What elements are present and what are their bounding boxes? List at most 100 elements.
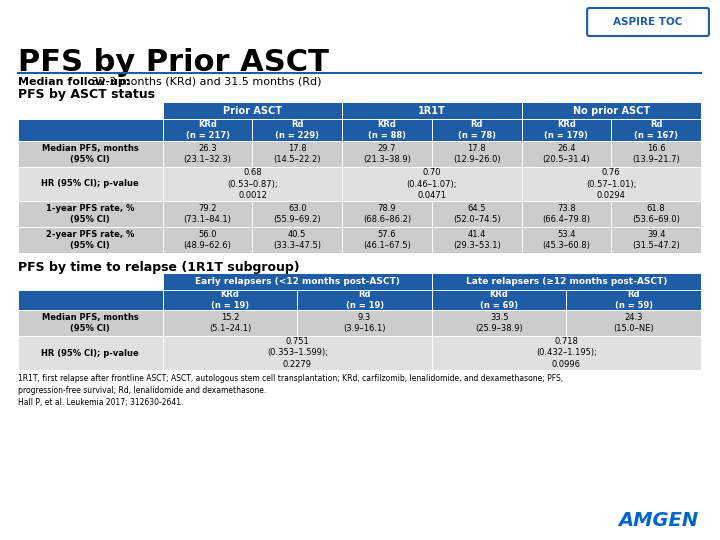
Text: 40.5
(33.3–47.5): 40.5 (33.3–47.5) <box>274 230 321 250</box>
Bar <box>342 141 432 167</box>
Text: 17.8
(12.9–26.0): 17.8 (12.9–26.0) <box>453 144 500 164</box>
Text: Prior ASCT: Prior ASCT <box>223 105 282 116</box>
Text: AMGEN: AMGEN <box>618 511 699 530</box>
Text: 2-year PFS rate, %
(95% CI): 2-year PFS rate, % (95% CI) <box>46 230 135 250</box>
Bar <box>521 201 611 227</box>
Text: 53.4
(45.3–60.8): 53.4 (45.3–60.8) <box>542 230 590 250</box>
Text: 26.4
(20.5–31.4): 26.4 (20.5–31.4) <box>543 144 590 164</box>
Text: ASPIRE TOC: ASPIRE TOC <box>613 17 683 27</box>
Text: 61.8
(53.6–69.0): 61.8 (53.6–69.0) <box>632 204 680 224</box>
Bar <box>567 290 701 310</box>
Text: HR (95% CI); p-value: HR (95% CI); p-value <box>42 348 139 357</box>
Bar <box>521 167 701 201</box>
Bar <box>163 227 253 253</box>
Text: 24.3
(15.0–NE): 24.3 (15.0–NE) <box>613 313 654 333</box>
Text: 1R1T: 1R1T <box>418 105 446 116</box>
Text: 1-year PFS rate, %
(95% CI): 1-year PFS rate, % (95% CI) <box>46 204 135 224</box>
Bar <box>297 290 432 310</box>
Text: Median PFS, months
(95% CI): Median PFS, months (95% CI) <box>42 313 139 333</box>
Bar <box>163 310 297 336</box>
Text: 64.5
(52.0–74.5): 64.5 (52.0–74.5) <box>453 204 500 224</box>
Bar <box>611 227 701 253</box>
Bar <box>611 201 701 227</box>
Bar <box>297 310 432 336</box>
Text: 0.68
(0.53–0.87);
0.0012: 0.68 (0.53–0.87); 0.0012 <box>227 168 278 200</box>
Bar <box>567 310 701 336</box>
Text: Rd
(n = 229): Rd (n = 229) <box>275 120 319 140</box>
Bar <box>253 227 342 253</box>
Bar <box>432 119 521 141</box>
Text: 0.751
(0.353–1.599);
0.2279: 0.751 (0.353–1.599); 0.2279 <box>267 338 328 369</box>
Text: 63.0
(55.9–69.2): 63.0 (55.9–69.2) <box>274 204 321 224</box>
Text: Median follow-up:: Median follow-up: <box>18 77 130 87</box>
Bar <box>521 227 611 253</box>
Bar <box>432 141 521 167</box>
Text: 29.7
(21.3–38.9): 29.7 (21.3–38.9) <box>363 144 411 164</box>
Bar <box>432 336 701 370</box>
Bar <box>521 119 611 141</box>
Bar <box>163 167 342 201</box>
Text: 0.718
(0.432–1.195);
0.0996: 0.718 (0.432–1.195); 0.0996 <box>536 338 597 369</box>
Text: 16.6
(13.9–21.7): 16.6 (13.9–21.7) <box>632 144 680 164</box>
Bar <box>163 201 253 227</box>
Text: 1R1T, first relapse after frontline ASCT; ASCT, autologous stem cell transplanta: 1R1T, first relapse after frontline ASCT… <box>18 374 563 407</box>
Text: 41.4
(29.3–53.1): 41.4 (29.3–53.1) <box>453 230 500 250</box>
Text: Rd
(n = 59): Rd (n = 59) <box>615 290 653 310</box>
Text: 56.0
(48.9–62.6): 56.0 (48.9–62.6) <box>184 230 232 250</box>
Text: 26.3
(23.1–32.3): 26.3 (23.1–32.3) <box>184 144 232 164</box>
Bar <box>163 102 342 119</box>
Bar <box>163 290 297 310</box>
Bar <box>163 141 253 167</box>
Text: PFS by Prior ASCT: PFS by Prior ASCT <box>18 48 329 77</box>
Bar <box>163 336 432 370</box>
Bar <box>342 227 432 253</box>
Bar <box>432 227 521 253</box>
Bar <box>611 119 701 141</box>
Bar <box>18 167 163 201</box>
Text: No prior ASCT: No prior ASCT <box>572 105 650 116</box>
Text: Rd
(n = 167): Rd (n = 167) <box>634 120 678 140</box>
Text: PFS by time to relapse (1R1T subgroup): PFS by time to relapse (1R1T subgroup) <box>18 261 300 274</box>
FancyBboxPatch shape <box>587 8 709 36</box>
Bar <box>18 310 163 336</box>
Bar <box>253 141 342 167</box>
Text: Late relapsers (≥12 months post-ASCT): Late relapsers (≥12 months post-ASCT) <box>466 277 667 286</box>
Text: KRd
(n = 179): KRd (n = 179) <box>544 120 588 140</box>
Bar <box>521 102 701 119</box>
Bar <box>432 310 567 336</box>
Bar <box>163 119 253 141</box>
Bar <box>18 336 163 370</box>
Bar <box>163 273 432 290</box>
Bar <box>611 141 701 167</box>
Text: 17.8
(14.5–22.2): 17.8 (14.5–22.2) <box>274 144 321 164</box>
Bar <box>432 290 567 310</box>
Text: Rd
(n = 19): Rd (n = 19) <box>346 290 384 310</box>
Text: KRd
(n = 217): KRd (n = 217) <box>186 120 230 140</box>
Bar <box>18 141 163 167</box>
Text: Rd
(n = 78): Rd (n = 78) <box>458 120 495 140</box>
Bar <box>18 201 163 227</box>
Text: 78.9
(68.6–86.2): 78.9 (68.6–86.2) <box>363 204 411 224</box>
Text: 0.76
(0.57–1.01);
0.0294: 0.76 (0.57–1.01); 0.0294 <box>586 168 636 200</box>
Bar <box>253 201 342 227</box>
Bar <box>18 119 163 141</box>
Bar <box>432 273 701 290</box>
Text: 33.5
(25.9–38.9): 33.5 (25.9–38.9) <box>475 313 523 333</box>
Bar <box>342 119 432 141</box>
Text: HR (95% CI); p-value: HR (95% CI); p-value <box>42 179 139 188</box>
Text: KRd
(n = 19): KRd (n = 19) <box>211 290 249 310</box>
Bar <box>253 119 342 141</box>
Text: 79.2
(73.1–84.1): 79.2 (73.1–84.1) <box>184 204 232 224</box>
Bar <box>342 201 432 227</box>
Text: 0.70
(0.46–1.07);
0.0471: 0.70 (0.46–1.07); 0.0471 <box>407 168 457 200</box>
Bar <box>521 141 611 167</box>
Text: 15.2
(5.1–24.1): 15.2 (5.1–24.1) <box>209 313 251 333</box>
Text: 39.4
(31.5–47.2): 39.4 (31.5–47.2) <box>632 230 680 250</box>
Text: PFS by ASCT status: PFS by ASCT status <box>18 88 155 101</box>
Text: 32.3 months (KRd) and 31.5 months (Rd): 32.3 months (KRd) and 31.5 months (Rd) <box>88 77 321 87</box>
Bar <box>18 227 163 253</box>
Text: 73.8
(66.4–79.8): 73.8 (66.4–79.8) <box>542 204 590 224</box>
Bar <box>342 167 521 201</box>
Bar <box>432 201 521 227</box>
Text: Early relapsers (<12 months post-ASCT): Early relapsers (<12 months post-ASCT) <box>195 277 400 286</box>
